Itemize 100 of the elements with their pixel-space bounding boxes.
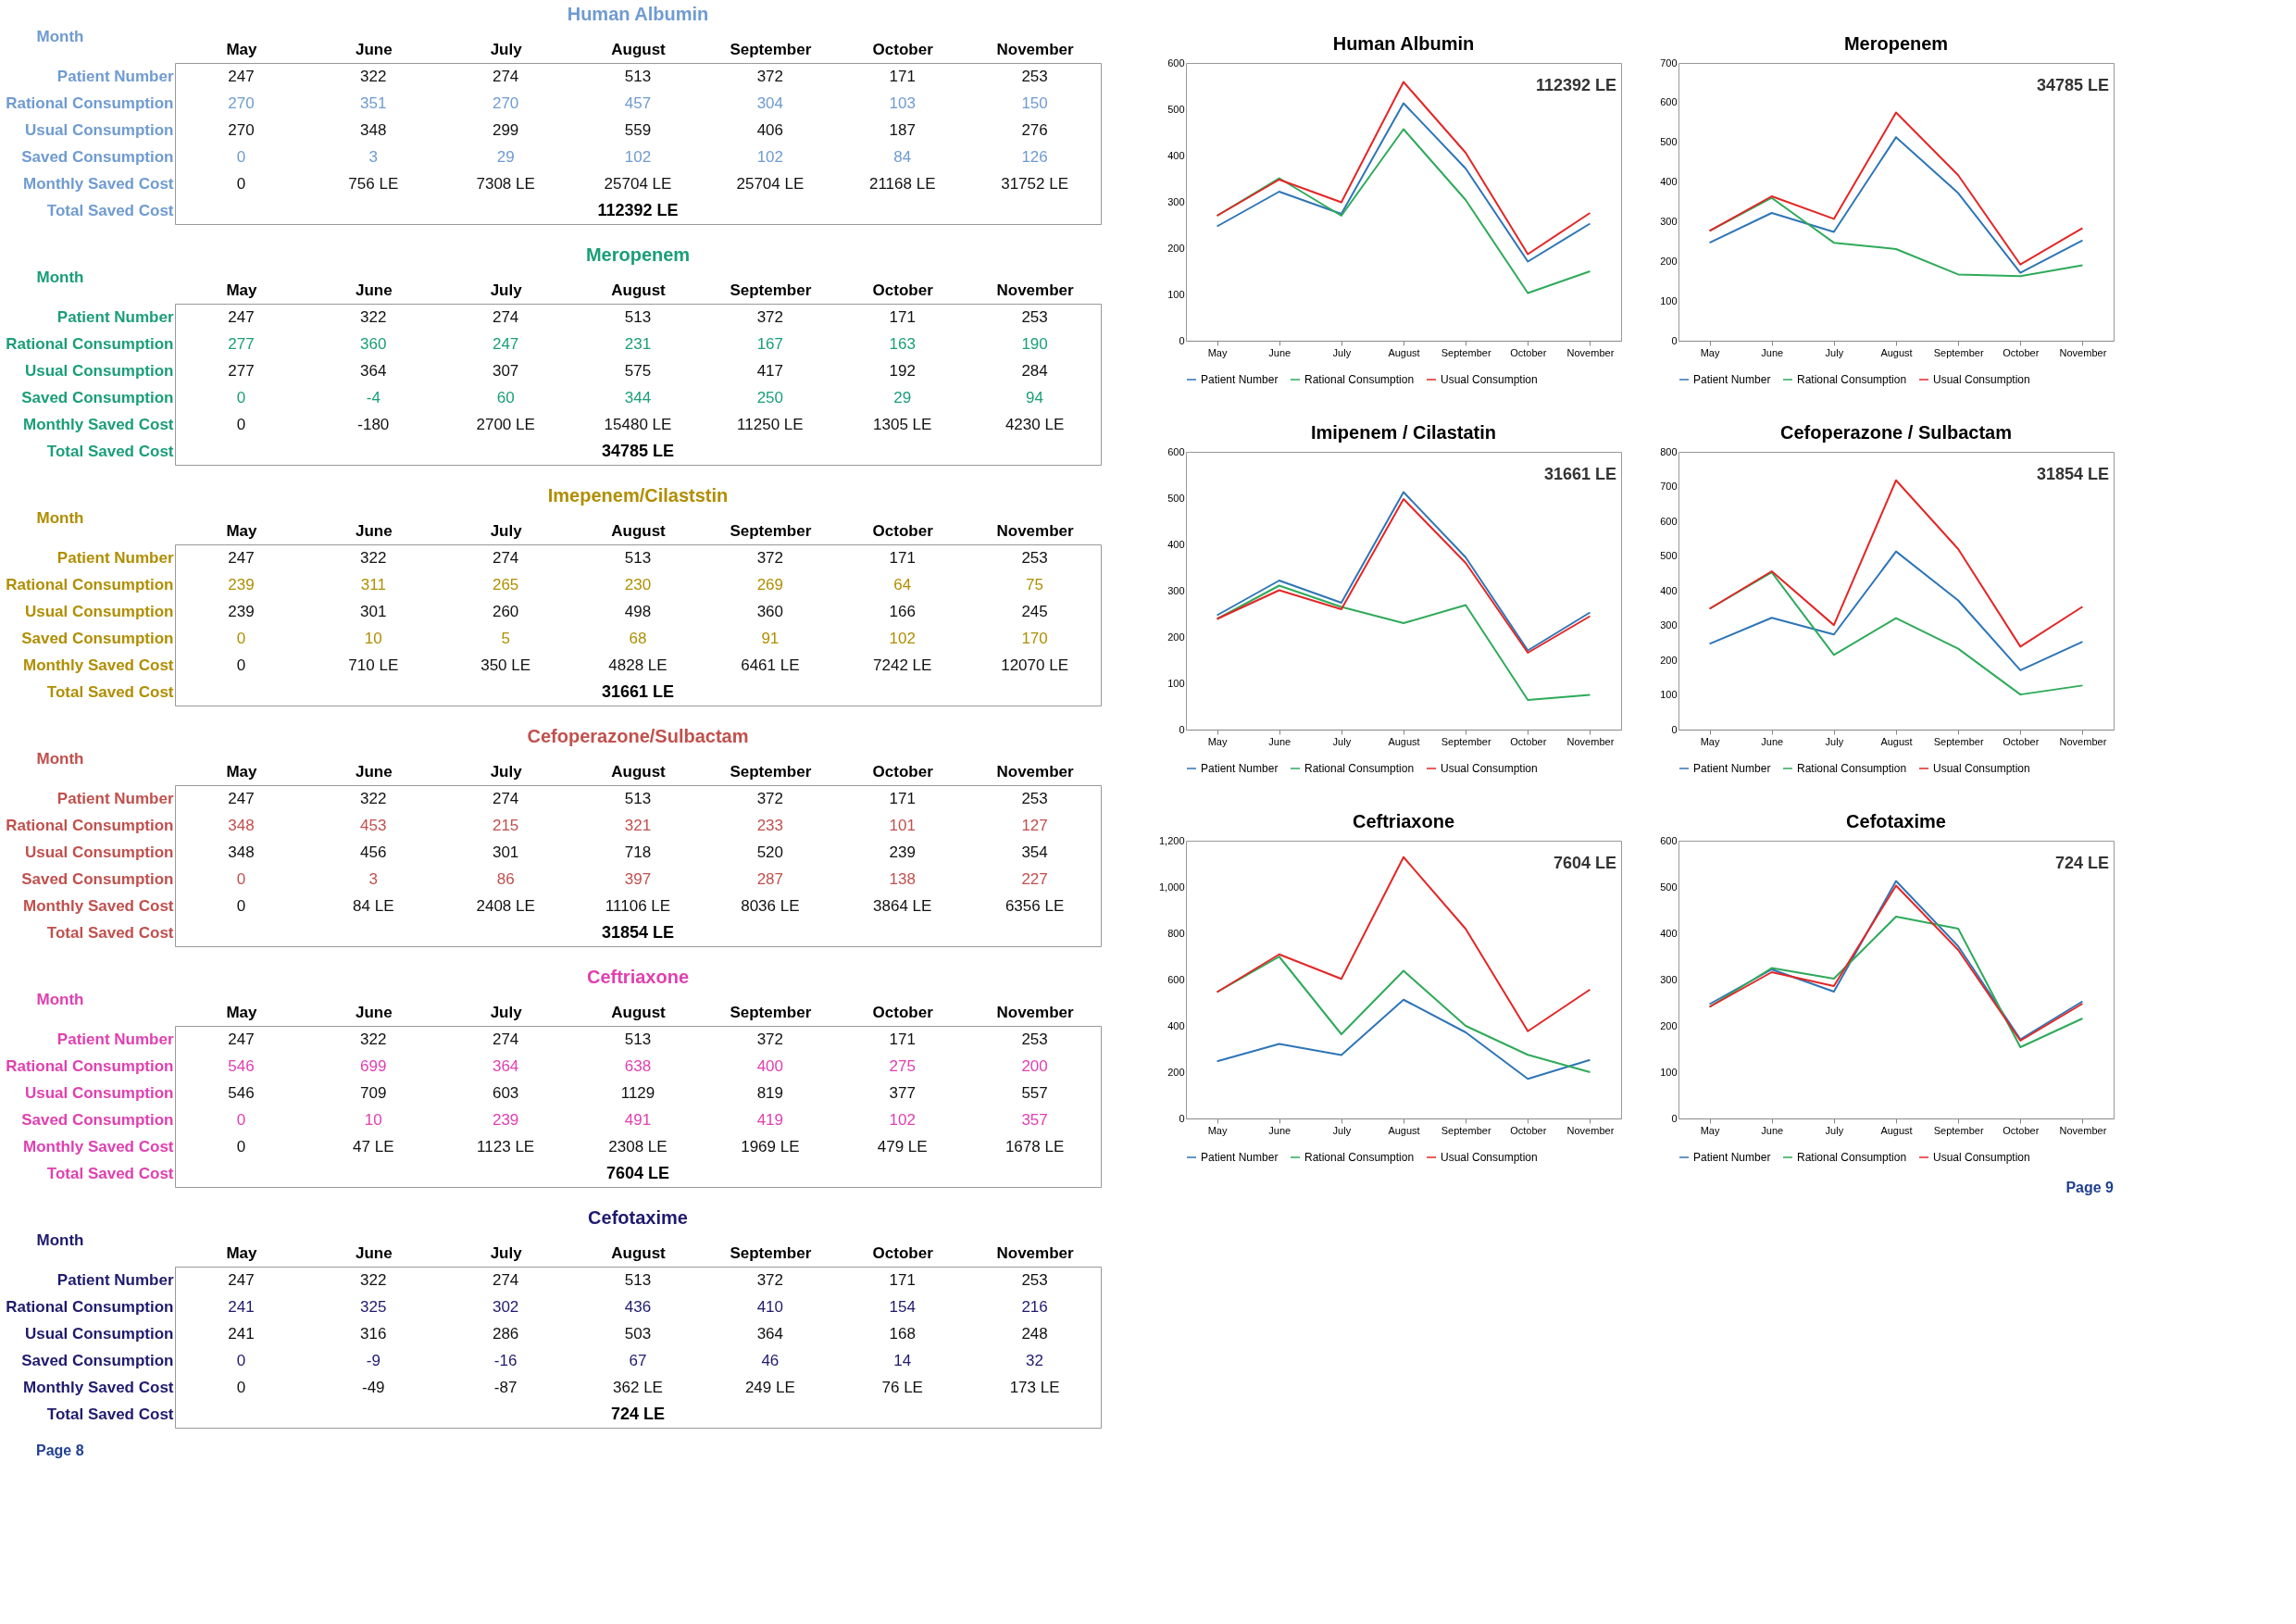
x-tick-label: September	[1933, 1124, 1984, 1136]
y-tick-label: Monthly Saved Cost	[23, 656, 174, 674]
data-label: 718	[624, 843, 652, 861]
data-label: 377	[889, 1083, 916, 1102]
y-tick-label: Rational Consumption	[6, 94, 174, 112]
data-label: 171	[889, 307, 916, 326]
y-tick-label: Rational Consumption	[6, 1298, 174, 1316]
data-label: 362 LE	[613, 1378, 663, 1396]
x-tick-label: June	[1761, 735, 1784, 747]
data-label: -9	[366, 1351, 381, 1369]
data-label: 101	[889, 816, 916, 834]
x-tick-label: October	[872, 1003, 934, 1021]
data-label: 4230 LE	[1004, 415, 1065, 433]
data-label: 520	[756, 843, 784, 861]
data-label: 150	[1021, 94, 1048, 112]
data-label: 239	[228, 602, 255, 620]
y-tick-label: 100	[1660, 1066, 1678, 1078]
x-tick-label: July	[1825, 346, 1844, 358]
data-label: 321	[624, 816, 652, 834]
annotation: 724 LE	[610, 1404, 666, 1423]
data-label: 479 LE	[877, 1137, 928, 1156]
legend-label: Usual Consumption	[1441, 762, 1538, 775]
y-tick-label: 800	[1660, 445, 1678, 457]
x-tick-label: October	[2003, 1124, 2040, 1136]
x-tick-label: June	[1268, 1124, 1292, 1136]
data-label: 316	[360, 1324, 387, 1343]
data-label: 231	[624, 334, 652, 353]
data-label: 360	[360, 334, 387, 353]
y-tick-label: 500	[1167, 103, 1185, 115]
data-label: 275	[889, 1056, 916, 1075]
x-tick-label: August	[1388, 735, 1420, 747]
x-tick-label: November	[2059, 735, 2107, 747]
chart-title: Meropenem	[585, 244, 691, 265]
x-tick-label: June	[1761, 1124, 1784, 1136]
data-label: 241	[228, 1297, 255, 1316]
data-label: 200	[1021, 1056, 1048, 1075]
data-label: 187	[889, 120, 916, 139]
legend-label: Rational Consumption	[1797, 1151, 1907, 1164]
data-label: 299	[492, 120, 519, 139]
data-label: 11250 LE	[737, 415, 804, 433]
data-label: 68	[629, 629, 647, 647]
data-label: 247	[492, 334, 519, 353]
x-tick-label: July	[1332, 1124, 1352, 1136]
x-tick-label: June	[355, 762, 393, 781]
x-tick-label: November	[996, 1243, 1075, 1262]
data-label: 247	[228, 307, 255, 326]
y-tick-label: Monthly Saved Cost	[23, 1379, 174, 1396]
data-label: 274	[492, 307, 519, 326]
y-tick-label: Total Saved Cost	[46, 683, 174, 701]
y-tick-label: 0	[1671, 723, 1678, 735]
x-tick-label: October	[1510, 735, 1547, 747]
annotation: 724 LE	[2054, 854, 2109, 872]
data-label: 513	[624, 1030, 652, 1048]
y-tick-label: 500	[1167, 492, 1185, 504]
x-tick-label: November	[1566, 1124, 1615, 1136]
x-tick-label: July	[490, 281, 523, 299]
data-label: 215	[492, 816, 519, 834]
data-label: 253	[1021, 789, 1048, 807]
x-tick-label: October	[872, 1243, 934, 1262]
data-label: 819	[756, 1083, 784, 1102]
x-tick-label: July	[490, 1003, 523, 1021]
y-tick-label: Usual Consumption	[24, 1325, 174, 1343]
x-tick-label: September	[730, 281, 812, 299]
data-label: 322	[360, 548, 387, 567]
data-label: 1123 LE	[477, 1137, 535, 1156]
annotation: 31854 LE	[2036, 465, 2109, 483]
data-label: 239	[492, 1110, 519, 1129]
data-label: 75	[1026, 575, 1044, 593]
x-tick-label: November	[996, 762, 1075, 781]
y-tick-label: Rational Consumption	[6, 335, 174, 353]
data-label: 270	[228, 94, 255, 112]
x-tick-label: August	[1880, 735, 1913, 747]
data-label: 171	[889, 548, 916, 567]
chart-title: Cefotaxime	[588, 1207, 688, 1228]
x-tick-label: July	[490, 762, 523, 781]
data-label: 456	[360, 843, 387, 861]
x-tick-label: June	[355, 40, 393, 58]
data-label: 0	[236, 629, 246, 647]
x-axis-title: Month	[36, 1230, 84, 1249]
x-tick-label: October	[872, 281, 934, 299]
data-label: 277	[228, 334, 255, 353]
data-label: 286	[492, 1324, 519, 1343]
data-label: 102	[756, 147, 784, 166]
data-label: 253	[1021, 548, 1048, 567]
legend-label: Rational Consumption	[1304, 762, 1415, 775]
x-tick-label: September	[1441, 346, 1491, 358]
x-tick-label: November	[996, 521, 1075, 540]
data-label: 364	[360, 361, 387, 380]
y-tick-label: Patient Number	[56, 549, 174, 567]
legend-label: Patient Number	[1201, 1151, 1279, 1164]
x-tick-label: October	[872, 521, 934, 540]
data-label: 233	[756, 816, 784, 834]
data-label: 241	[228, 1324, 255, 1343]
y-tick-label: 700	[1660, 56, 1678, 69]
data-label: 166	[889, 602, 916, 620]
data-label: 239	[889, 843, 916, 861]
legend-label: Patient Number	[1201, 373, 1279, 386]
y-tick-label: 0	[1179, 1112, 1185, 1124]
data-label: 1129	[620, 1083, 655, 1102]
data-label: 0	[236, 1378, 246, 1396]
